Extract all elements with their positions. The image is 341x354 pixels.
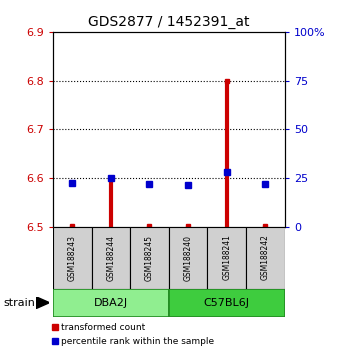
Text: GSM188241: GSM188241	[222, 235, 231, 280]
Bar	[53, 289, 169, 317]
Text: C57BL6J: C57BL6J	[204, 298, 250, 308]
Text: GSM188245: GSM188245	[145, 235, 154, 280]
Title: GDS2877 / 1452391_at: GDS2877 / 1452391_at	[88, 16, 250, 29]
Bar	[53, 227, 91, 289]
Bar	[207, 227, 246, 289]
Text: GSM188244: GSM188244	[106, 235, 115, 280]
Text: GSM188240: GSM188240	[183, 235, 193, 280]
Text: GSM188242: GSM188242	[261, 235, 270, 280]
Bar	[130, 227, 169, 289]
Legend: transformed count, percentile rank within the sample: transformed count, percentile rank withi…	[49, 320, 217, 349]
Bar	[246, 227, 285, 289]
Bar	[169, 227, 207, 289]
Bar	[169, 289, 285, 317]
Bar	[91, 227, 130, 289]
Text: strain: strain	[3, 298, 35, 308]
Text: GSM188243: GSM188243	[68, 235, 77, 280]
Text: DBA2J: DBA2J	[94, 298, 128, 308]
Polygon shape	[36, 297, 49, 309]
